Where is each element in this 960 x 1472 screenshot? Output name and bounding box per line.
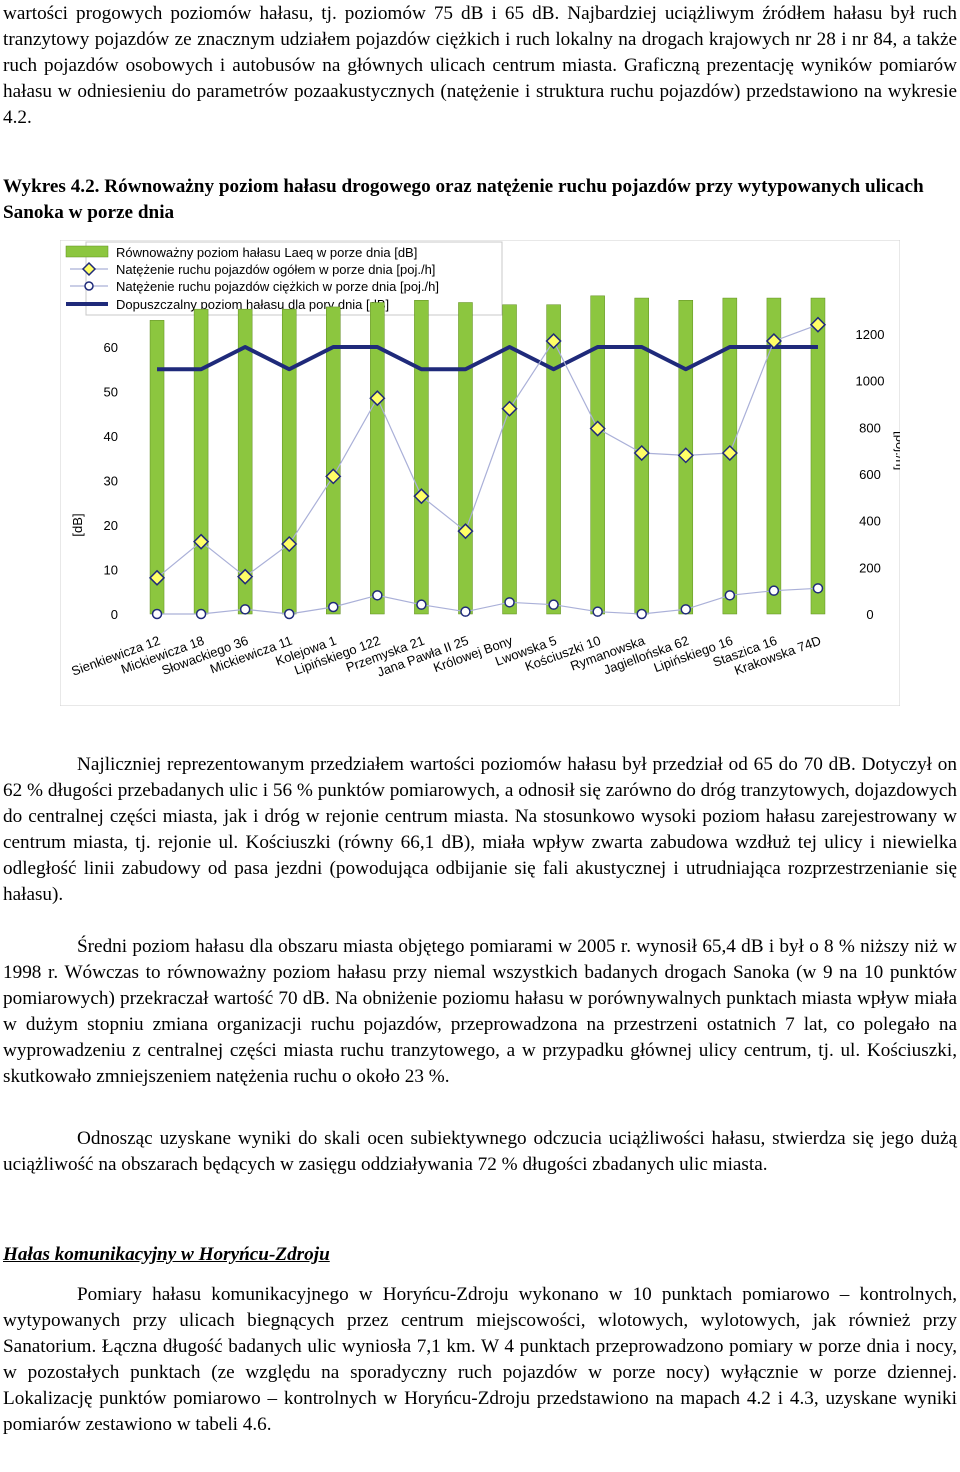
left-tick-label: 0 [111,607,118,622]
legend-total-marker [81,261,97,277]
right-tick-label: 600 [859,467,881,482]
right-tick-label: 1000 [856,374,885,389]
paragraph-horyniec: Pomiary hałasu komunikacyjnego w Horyńcu… [3,1284,957,1435]
right-tick-label: 200 [859,560,881,575]
total-traffic-point [721,444,738,462]
bar [193,308,209,615]
legend-box [85,241,503,316]
heavy-traffic-point [724,590,736,601]
line-series [148,316,827,620]
total-traffic-point [413,488,430,505]
bar [326,306,341,615]
bar [546,304,561,615]
bar [370,302,385,615]
legend-label: Natężenie ruchu pojazdów ciężkich w porz… [116,279,439,294]
total-traffic-point [325,468,342,485]
total-traffic-point [148,569,166,586]
total-traffic-point [457,523,474,540]
heavy-traffic-line [157,587,819,615]
total-traffic-point [633,444,650,462]
heavy-traffic-point [504,597,515,608]
heavy-traffic-point [812,583,824,594]
heavy-traffic-point [768,585,780,596]
section-heading: Hałas komunikacyjny w Horyńcu-Zdroju [3,1244,330,1265]
total-traffic-point [237,568,254,585]
heavy-traffic-point [151,608,163,620]
right-tick-label: 800 [859,420,881,435]
paragraph-intro: wartości progowych poziomów hałasu, tj. … [3,3,957,128]
total-traffic-point [589,420,606,437]
bar [766,297,782,615]
figure-caption: Wykres 4.2. Równoważny poziom hałasu dro… [3,176,924,223]
legend-label: Natężenie ruchu pojazdów ogółem w porze … [116,262,435,277]
right-axis: 0 200 400 600 800 1000 1200 [poj./h] [856,327,900,622]
total-traffic-point [545,332,562,350]
left-tick-label: 20 [104,518,118,533]
total-traffic-point [501,400,518,417]
right-tick-label: 0 [866,607,873,622]
legend-label: Równoważny poziom hałasu Laeq w porze dn… [116,245,417,260]
left-tick-label: 10 [104,563,118,578]
right-axis-title: [poj./h] [893,431,900,470]
heavy-traffic-point [328,601,339,613]
total-traffic-line [156,324,819,579]
total-traffic-point [281,535,298,553]
heavy-traffic-point [680,604,692,615]
left-tick-label: 30 [104,474,118,489]
heavy-traffic-point [195,608,207,620]
bar [414,300,429,615]
total-traffic-point [369,390,386,407]
bar [237,308,253,615]
bar [281,308,297,615]
left-tick-label: 60 [104,340,118,355]
heavy-traffic-point [636,608,647,620]
limit-line [157,345,818,372]
left-tick-label: 40 [104,429,118,444]
total-traffic-point [677,447,694,464]
bar [502,304,517,615]
legend-bar-swatch [65,245,109,258]
right-tick-label: 1200 [856,327,885,342]
legend-label: Dopuszczalny poziom hałasu dla pory dnia… [116,297,389,312]
bar [590,295,605,615]
paragraph-noise-range: Najliczniej reprezentowanym przedziałem … [3,754,957,905]
total-traffic-point [765,332,782,350]
heavy-traffic-point [372,590,383,601]
left-tick-label: 50 [104,385,118,400]
paragraph-average-noise: Średni poziom hałasu dla obszaru miasta … [3,936,957,1087]
heavy-traffic-point [283,608,295,620]
bar [458,302,473,615]
chart: Równoważny poziom hałasu Laeq w porze dn… [60,240,900,706]
paragraph-annoyance: Odnosząc uzyskane wyniki do skali ocen s… [3,1128,957,1175]
total-traffic-point [193,533,210,550]
heavy-traffic-point [460,606,471,617]
heavy-traffic-point [592,606,603,617]
chart-legend: Równoważny poziom hałasu Laeq w porze dn… [65,241,503,316]
right-tick-label: 400 [859,514,881,529]
total-traffic-point [809,316,827,333]
heavy-traffic-point [416,599,427,610]
heavy-traffic-point [548,599,559,610]
bar [810,297,826,615]
left-axis-title: [dB] [70,513,85,536]
heavy-traffic-point [239,604,251,615]
left-axis: 0 10 20 30 40 50 60 [dB] [70,340,118,622]
legend-heavy-marker [84,281,94,291]
